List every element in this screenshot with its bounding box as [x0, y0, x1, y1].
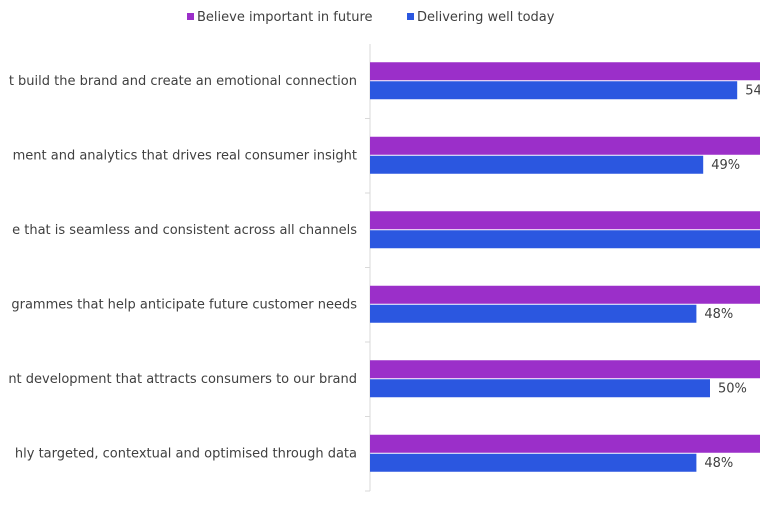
bar [370, 155, 704, 174]
legend-label: Delivering well today [417, 10, 555, 25]
category-label: grammes that help anticipate future cust… [11, 297, 357, 312]
legend-swatch [407, 13, 414, 20]
value-label: 48% [704, 456, 733, 471]
category-label: e that is seamless and consistent across… [12, 223, 357, 238]
value-label: 48% [704, 307, 733, 322]
bar [370, 360, 760, 379]
bar [370, 453, 697, 472]
bar [370, 230, 760, 249]
category-label: nt development that attracts consumers t… [8, 372, 357, 387]
bar [370, 136, 760, 155]
value-label: 49% [711, 158, 740, 173]
legend-label: Believe important in future [197, 10, 373, 25]
category-label: t build the brand and create an emotiona… [9, 74, 357, 89]
legend-swatch [187, 13, 194, 20]
category-label: hly targeted, contextual and optimised t… [15, 446, 357, 461]
category-label: ment and analytics that drives real cons… [13, 148, 357, 163]
bar [370, 379, 710, 398]
bar [370, 285, 760, 304]
bar [370, 304, 697, 323]
bar [370, 62, 760, 81]
value-label: 50% [718, 381, 747, 396]
bar [370, 211, 760, 230]
bar [370, 81, 738, 100]
bar [370, 434, 760, 453]
value-label: 54% [745, 83, 760, 98]
